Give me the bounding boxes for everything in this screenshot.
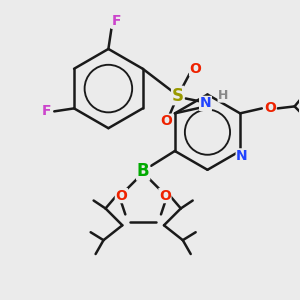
Text: O: O	[160, 114, 172, 128]
Text: O: O	[159, 189, 171, 202]
Text: H: H	[218, 89, 229, 102]
Text: N: N	[236, 149, 248, 163]
Text: O: O	[264, 101, 276, 116]
Text: N: N	[200, 96, 211, 110]
Text: O: O	[116, 189, 127, 202]
Text: S: S	[172, 86, 184, 104]
Text: F: F	[42, 104, 51, 118]
Text: F: F	[112, 14, 121, 28]
Text: B: B	[137, 162, 149, 180]
Text: O: O	[190, 62, 202, 76]
